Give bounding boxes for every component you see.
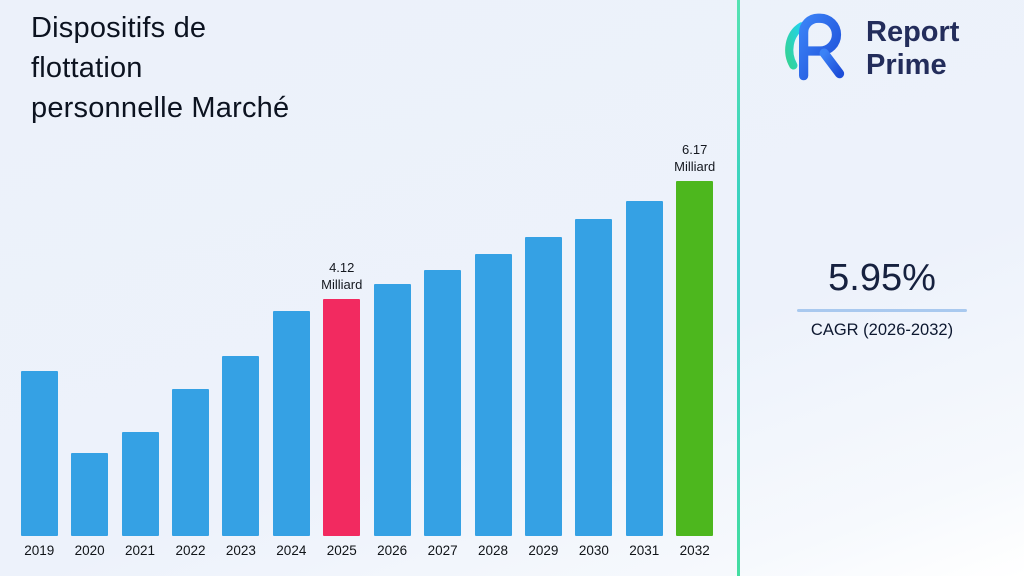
brand-name-line: Prime — [866, 49, 947, 81]
x-axis-label: 2024 — [276, 543, 307, 558]
bar-2030 — [575, 219, 613, 536]
bar-2023 — [222, 356, 260, 536]
bar-2031 — [625, 201, 663, 536]
bar-group: 2020 — [64, 453, 114, 560]
bar-group: 2031 — [619, 201, 669, 560]
cagr-caption: CAGR (2026-2032) — [810, 321, 954, 339]
x-axis-label: 2030 — [578, 543, 609, 558]
x-axis-label: 2020 — [74, 543, 105, 558]
bar-chart: 2019 2020 2021 2022 2023 2024 4.12 Milliard 2025… — [14, 130, 720, 560]
brand-name: Report Prime — [866, 16, 959, 82]
bar-2028 — [474, 254, 512, 536]
x-axis-label: 2019 — [24, 543, 55, 558]
page-title-line: flottation — [31, 52, 143, 84]
bar-group: 4.12 Milliard 2025 — [317, 260, 367, 560]
x-axis-label: 2029 — [528, 543, 559, 558]
bar-2025 — [323, 299, 361, 536]
x-axis-label: 2031 — [629, 543, 660, 558]
bar-group: 2022 — [165, 389, 215, 560]
bar-group: 2024 — [266, 311, 316, 560]
stat-underline — [797, 309, 967, 312]
page-title-line: personnelle Marché — [31, 92, 290, 124]
bar-2022 — [171, 389, 209, 536]
bar-2029 — [524, 237, 562, 536]
bar-2024 — [272, 311, 310, 536]
bar-2019 — [20, 371, 58, 536]
bar-group: 2023 — [216, 356, 266, 560]
bar-2026 — [373, 284, 411, 536]
bar-group: 2030 — [569, 219, 619, 560]
x-axis-label: 2026 — [377, 543, 408, 558]
bar-group: 2019 — [14, 371, 64, 560]
report-prime-logo-icon — [779, 12, 857, 86]
bar-group: 6.17 Milliard 2032 — [669, 142, 719, 560]
bar-2021 — [121, 432, 159, 536]
bar-value-label: 4.12 Milliard — [321, 260, 363, 293]
bar-2020 — [71, 453, 109, 536]
page-title: Dispositifs de flottation personnelle Ma… — [31, 8, 289, 128]
bar-group: 2026 — [367, 284, 417, 560]
bar-group: 2028 — [468, 254, 518, 560]
x-axis-label: 2025 — [326, 543, 357, 558]
x-axis-label: 2022 — [175, 543, 206, 558]
brand-logo: Report Prime — [779, 12, 959, 86]
cagr-stat: 5.95% CAGR (2026-2032) — [797, 257, 967, 340]
bar-2027 — [424, 270, 462, 536]
bar-group: 2029 — [518, 237, 568, 560]
bar-group: 2027 — [417, 270, 467, 560]
x-axis-label: 2032 — [679, 543, 710, 558]
bar-2032 — [676, 181, 714, 536]
x-axis-label: 2023 — [225, 543, 256, 558]
x-axis-label: 2027 — [427, 543, 458, 558]
bar-value-label: 6.17 Milliard — [674, 142, 716, 175]
bar-group: 2021 — [115, 432, 165, 560]
cagr-value: 5.95% — [828, 257, 936, 299]
x-axis-label: 2028 — [477, 543, 509, 558]
page-title-line: Dispositifs de — [31, 12, 207, 44]
brand-name-line: Report — [866, 16, 960, 48]
x-axis-label: 2021 — [125, 543, 156, 558]
vertical-divider — [737, 0, 740, 576]
